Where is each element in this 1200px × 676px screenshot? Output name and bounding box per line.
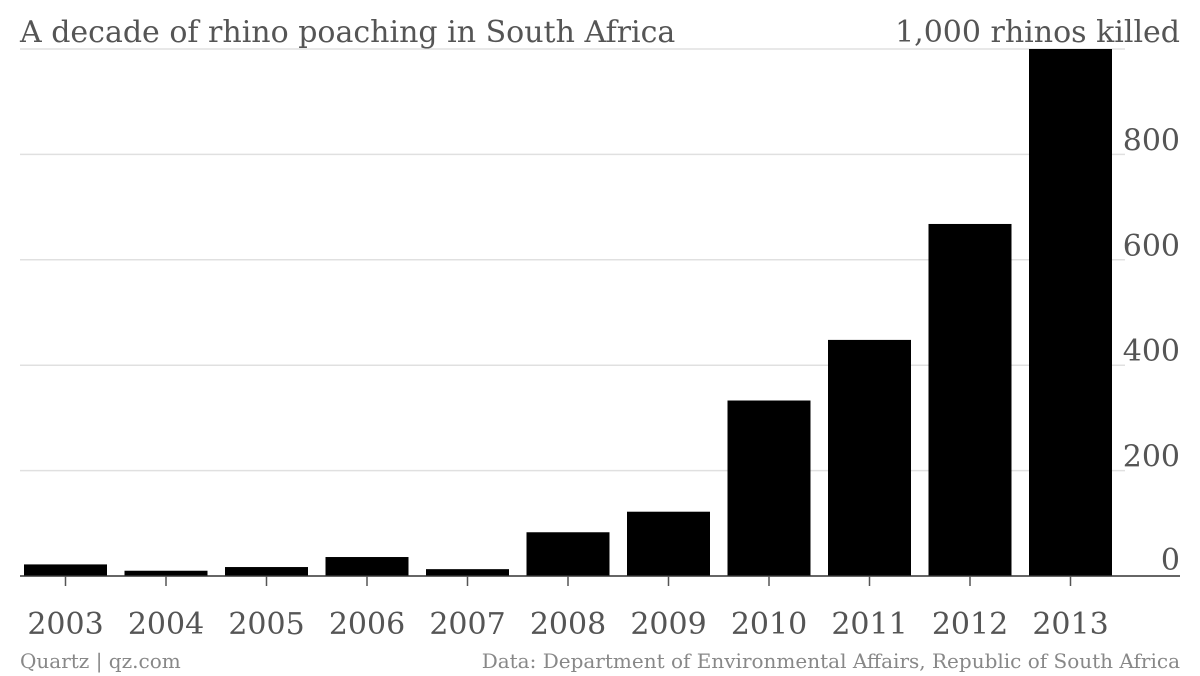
- bar-2009: [627, 511, 710, 576]
- bar-2010: [727, 400, 811, 576]
- chart-title: A decade of rhino poaching in South Afri…: [19, 15, 675, 50]
- x-tick-label: 2008: [530, 607, 606, 642]
- bar-2013: [1029, 49, 1112, 576]
- source-right: Data: Department of Environmental Affair…: [482, 649, 1180, 673]
- y-tick-label: 400: [1123, 334, 1180, 369]
- x-tick-label: 2012: [932, 607, 1008, 642]
- bar-2006: [325, 557, 409, 576]
- x-tick-label: 2010: [731, 607, 807, 642]
- source-left: Quartz | qz.com: [20, 649, 181, 674]
- y-tick-label: 800: [1123, 123, 1180, 158]
- x-tick-label: 2007: [429, 607, 505, 642]
- x-tick-label: 2006: [329, 607, 405, 642]
- y-tick-labels: 0 200 400 600 800 1,000 rhinos killed: [895, 15, 1180, 578]
- y-tick-label: 600: [1123, 229, 1180, 264]
- y-tick-label: 0: [1161, 543, 1180, 578]
- x-tick-label: 2003: [27, 607, 103, 642]
- x-tick-label: 2013: [1032, 607, 1108, 642]
- bar-2007: [426, 569, 509, 576]
- bar-2005: [225, 567, 308, 576]
- bar-2003: [24, 564, 107, 576]
- bar-2004: [124, 570, 208, 576]
- x-tick-label: 2011: [831, 607, 907, 642]
- bar-2008: [526, 532, 610, 576]
- x-tick-labels: 2003 2004 2005 2006 2007 2008 2009 2010 2011 2012…: [27, 576, 1109, 642]
- bar-2011: [828, 339, 911, 576]
- y-tick-label: 200: [1123, 440, 1180, 475]
- x-tick-label: 2004: [128, 607, 204, 642]
- x-tick-label: 2009: [630, 607, 706, 642]
- y-tick-label: 1,000 rhinos killed: [895, 15, 1180, 50]
- bar-2012: [928, 223, 1012, 577]
- x-tick-label: 2005: [228, 607, 304, 642]
- bars: [24, 49, 1112, 577]
